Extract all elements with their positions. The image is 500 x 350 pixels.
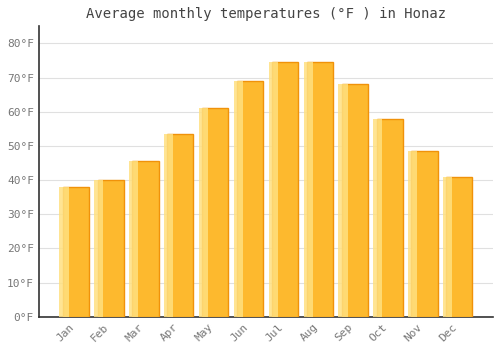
Bar (62, 187, 89, 317)
Bar (446, 177, 472, 317)
Bar (168, 134, 194, 317)
Bar (408, 151, 418, 317)
Title: Average monthly temperatures (°F ) in Honaz: Average monthly temperatures (°F ) in Ho… (86, 7, 446, 21)
Bar (443, 177, 452, 317)
Bar (98, 180, 124, 317)
Bar (304, 62, 312, 317)
Bar (129, 161, 138, 317)
Bar (94, 180, 104, 317)
Bar (60, 187, 68, 317)
Bar (342, 84, 368, 317)
Bar (374, 119, 382, 317)
Bar (237, 81, 263, 317)
Bar (132, 161, 158, 317)
Bar (272, 62, 298, 317)
Bar (338, 84, 347, 317)
Bar (234, 81, 243, 317)
Bar (202, 108, 228, 317)
Bar (164, 134, 173, 317)
Bar (307, 62, 333, 317)
Bar (376, 119, 402, 317)
Bar (199, 108, 208, 317)
Bar (412, 151, 438, 317)
Bar (268, 62, 278, 317)
